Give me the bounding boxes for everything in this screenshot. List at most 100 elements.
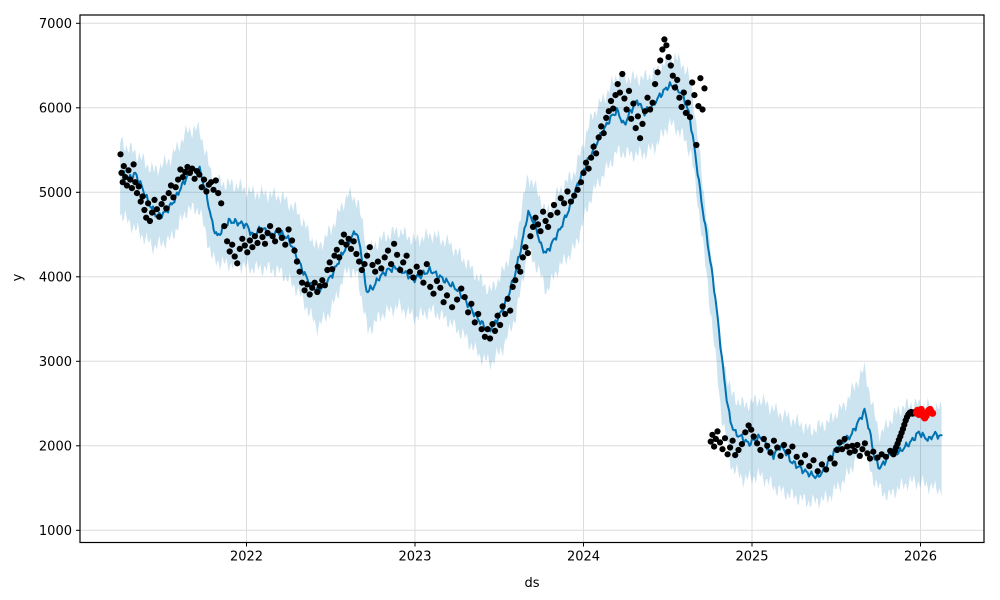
actual-point — [259, 234, 266, 241]
actual-point — [239, 235, 246, 242]
y-tick-label: 5000 — [39, 186, 72, 201]
actual-point — [866, 455, 874, 462]
actual-point — [836, 439, 843, 446]
actual-point — [588, 154, 595, 161]
actual-point — [319, 277, 326, 284]
actual-point — [345, 235, 352, 242]
actual-point — [347, 245, 355, 252]
actual-point — [491, 327, 499, 334]
actual-point — [118, 169, 125, 176]
actual-point — [406, 268, 413, 275]
actual-point — [554, 209, 561, 216]
actual-point — [686, 114, 694, 121]
actual-point — [388, 261, 395, 268]
actual-point — [859, 446, 866, 453]
actual-point — [299, 279, 306, 286]
actual-point — [684, 99, 692, 106]
actual-point — [160, 195, 167, 202]
actual-point — [861, 440, 869, 447]
actual-point — [153, 206, 160, 213]
actual-point — [623, 106, 630, 113]
actual-point — [125, 167, 132, 174]
actual-point — [856, 452, 863, 459]
actual-point — [814, 468, 821, 475]
actual-point — [630, 100, 637, 107]
actual-point — [366, 244, 373, 251]
actual-point — [440, 299, 447, 306]
actual-point — [471, 319, 478, 326]
actual-point — [693, 141, 700, 149]
actual-point — [361, 261, 368, 268]
actual-point — [128, 185, 135, 192]
actual-point — [423, 261, 430, 268]
y-tick-label: 7000 — [39, 17, 72, 32]
actual-point — [532, 214, 539, 221]
actual-point — [882, 453, 890, 460]
actual-point — [272, 238, 279, 245]
actual-point — [689, 79, 696, 86]
actual-point — [203, 188, 210, 195]
actual-point — [529, 223, 537, 230]
actual-point — [614, 81, 621, 88]
actual-point — [122, 174, 129, 181]
actual-point — [846, 449, 853, 456]
actual-point — [802, 452, 809, 459]
actual-point — [864, 450, 871, 457]
actual-point — [827, 455, 834, 462]
actual-point — [585, 165, 592, 172]
actual-point — [356, 258, 363, 265]
actual-point — [494, 312, 501, 319]
actual-point — [381, 254, 388, 261]
actual-point — [874, 454, 881, 461]
actual-point — [719, 446, 726, 453]
actual-point — [167, 182, 175, 189]
actual-point — [641, 108, 649, 115]
actual-point — [454, 296, 461, 303]
actual-point — [567, 198, 575, 205]
actual-point — [132, 179, 139, 186]
actual-point — [311, 279, 318, 286]
actual-point — [417, 269, 424, 276]
actual-point — [527, 233, 534, 240]
actual-point — [580, 169, 587, 176]
actual-point — [430, 290, 437, 297]
actual-point — [196, 171, 203, 178]
actual-point — [854, 441, 861, 449]
actual-point — [647, 106, 654, 113]
actual-point — [665, 54, 672, 61]
x-tick-label: 2024 — [567, 550, 600, 565]
actual-point — [654, 69, 661, 76]
actual-point — [628, 115, 635, 122]
actual-point — [732, 452, 739, 459]
actual-point — [797, 459, 805, 466]
actual-point — [754, 440, 761, 447]
actual-point — [716, 439, 724, 446]
actual-point — [221, 223, 228, 230]
actual-point — [509, 283, 516, 290]
actual-point — [695, 103, 702, 110]
actual-point — [669, 72, 676, 79]
actual-point — [231, 253, 238, 260]
actual-point — [156, 213, 163, 220]
actual-point — [394, 251, 401, 258]
y-tick-label: 6000 — [39, 101, 72, 116]
actual-point — [793, 453, 800, 460]
actual-point — [127, 176, 134, 183]
actual-point — [519, 254, 526, 261]
actual-point — [644, 94, 651, 101]
actual-point — [246, 237, 253, 244]
actual-point — [141, 206, 148, 214]
actual-point — [251, 233, 258, 240]
actual-point — [184, 163, 191, 171]
actual-point — [177, 166, 184, 173]
actual-point — [170, 194, 177, 201]
actual-point — [770, 437, 778, 444]
actual-point — [593, 150, 600, 157]
forecast-line — [119, 81, 943, 480]
actual-point — [400, 259, 407, 266]
actual-point — [619, 70, 626, 78]
actual-point — [757, 446, 764, 454]
actual-point — [117, 151, 124, 158]
actual-point — [834, 446, 841, 454]
actual-point — [524, 250, 532, 257]
